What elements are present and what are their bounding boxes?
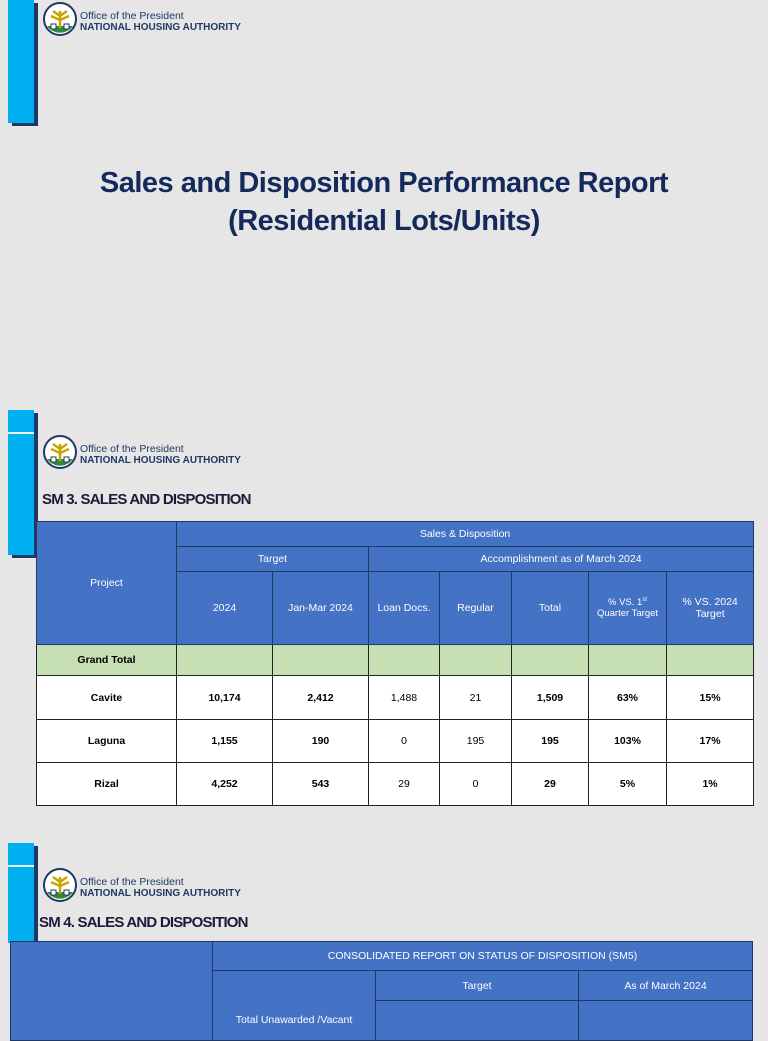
cell: [272, 644, 369, 676]
emblem: [43, 868, 77, 903]
cell: [368, 644, 440, 676]
header-cell: Project: [36, 521, 177, 645]
header-cell: Sales & Disposition: [175, 521, 755, 547]
header-text: % VS. 1: [608, 597, 643, 609]
logo-line: Office of the President: [80, 876, 184, 888]
title: (Residential Lots/Units): [228, 205, 540, 237]
section-heading: SM 3. SALES AND DISPOSITION: [42, 491, 252, 508]
header-cell: [577, 1000, 754, 1041]
header-cell: Target: [176, 546, 369, 572]
header-cell: As of March 2024: [577, 970, 754, 1001]
accent-bar: [8, 410, 34, 555]
cell: 29: [368, 762, 440, 806]
cell: 4,252: [176, 762, 273, 806]
cell: 195: [439, 719, 512, 763]
cell: 1,509: [511, 675, 589, 720]
cell: 15%: [665, 675, 755, 720]
grand-total-cell: Grand Total: [36, 644, 177, 676]
superscript: st: [642, 596, 647, 603]
header-cell: Accomplishment as of March 2024: [367, 546, 755, 572]
cell: 21: [439, 675, 512, 720]
header-cell: [375, 1000, 579, 1041]
header-text: Total Unawarded /Vacant: [235, 1014, 353, 1026]
cell: 195: [511, 719, 589, 763]
logo-line: NATIONAL HOUSING AUTHORITY: [80, 455, 241, 466]
emblem: [43, 435, 77, 470]
cell: 10,174: [176, 675, 273, 720]
cell: [588, 644, 667, 676]
logo-line: NATIONAL HOUSING AUTHORITY: [80, 888, 241, 899]
row-label: Laguna: [36, 719, 177, 763]
header-text: Quarter Target: [596, 608, 659, 620]
bar-gap: [8, 432, 34, 434]
cell: 5%: [588, 762, 667, 806]
cell: [439, 644, 512, 676]
cell: 0: [368, 719, 440, 763]
header-cell: CONSOLIDATED REPORT ON STATUS OF DISPOSI…: [211, 941, 754, 971]
cell: 2,412: [272, 675, 369, 720]
cell: 63%: [588, 675, 667, 720]
status-table: CONSOLIDATED REPORT ON STATUS OF DISPOSI…: [10, 941, 754, 1041]
header-cell: Total Unawarded /Vacant: [212, 970, 376, 1041]
cell: 543: [272, 762, 369, 806]
bar-gap: [8, 865, 34, 867]
header-cell: 2024: [176, 571, 273, 645]
header-cell: % VS. 1st Quarter Target: [588, 571, 667, 645]
header-cell: Total: [511, 571, 589, 645]
header-cell: Target: [375, 970, 579, 1001]
table-row: Laguna 1,155 190 0 195 195 103% 17%: [36, 719, 755, 763]
header-cell: [10, 941, 213, 1041]
logo: Office of the President NATIONAL HOUSING…: [43, 435, 273, 473]
cell: 190: [272, 719, 369, 763]
header-cell: Regular: [439, 571, 512, 645]
header-cell: Loan Docs.: [368, 571, 440, 645]
header-cell: % VS. 2024 Target: [665, 571, 755, 645]
cell: 103%: [588, 719, 667, 763]
logo-line: NATIONAL HOUSING AUTHORITY: [80, 22, 241, 33]
table-body: Cavite 10,174 2,412 1,488 21 1,509 63% 15% Lagun…: [36, 675, 755, 806]
cell: [511, 644, 589, 676]
sales-table: Project Sales & Disposition Target Accom…: [36, 521, 755, 806]
cell: 0: [439, 762, 512, 806]
cell: 17%: [665, 719, 755, 763]
logo-line: Office of the President: [80, 443, 184, 455]
row-label: Cavite: [36, 675, 177, 720]
cell: 1,488: [368, 675, 440, 720]
accent-bar: [8, 843, 34, 943]
logo: Office of the President NATIONAL HOUSING…: [43, 2, 273, 40]
row-label: Rizal: [36, 762, 177, 806]
cell: [665, 644, 755, 676]
cell: 1%: [665, 762, 755, 806]
cell: [176, 644, 273, 676]
header-cell: Jan-Mar 2024: [272, 571, 369, 645]
logo-line: Office of the President: [80, 10, 184, 22]
table-row: Rizal 4,252 543 29 0 29 5% 1%: [36, 762, 755, 806]
accent-bar: [8, 0, 34, 123]
title: Sales and Disposition Performance Report: [99, 167, 669, 199]
emblem: [43, 2, 77, 37]
cell: 1,155: [176, 719, 273, 763]
table-row: Cavite 10,174 2,412 1,488 21 1,509 63% 15%: [36, 675, 755, 720]
section-heading: SM 4. SALES AND DISPOSITION: [39, 914, 249, 931]
logo: Office of the President NATIONAL HOUSING…: [43, 868, 273, 906]
cell: 29: [511, 762, 589, 806]
